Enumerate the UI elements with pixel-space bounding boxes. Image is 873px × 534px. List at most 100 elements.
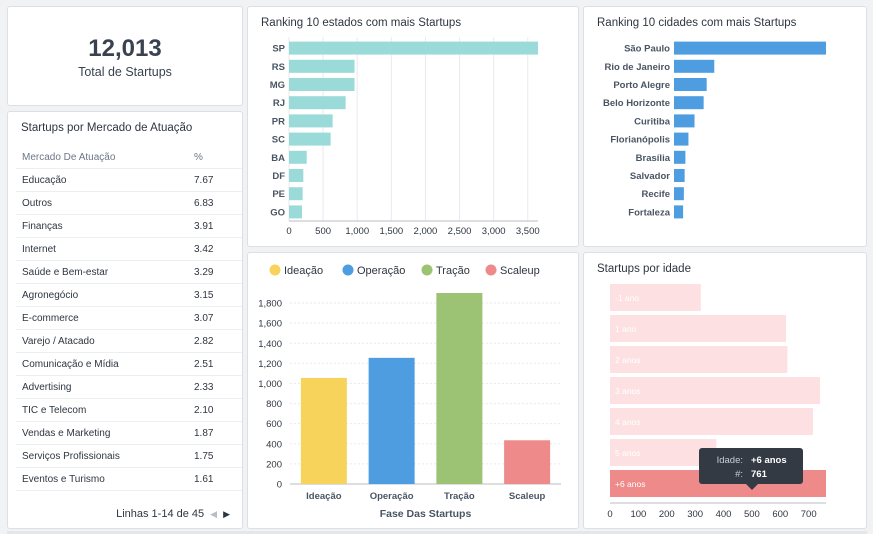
bar[interactable]: [674, 132, 689, 146]
x-tick-label: 200: [659, 509, 675, 520]
table-cell-mercado: Agronegócio: [22, 290, 79, 301]
column-header-pct[interactable]: %: [194, 152, 203, 163]
next-row-edge: [7, 531, 867, 534]
table-row[interactable]: Vendas e Marketing 1.87: [16, 422, 242, 445]
column-header-mercado[interactable]: Mercado De Atuação: [22, 152, 116, 163]
chevron-right-icon[interactable]: ▶: [223, 508, 230, 519]
legend-swatch[interactable]: [421, 264, 433, 276]
table-cell-pct: 1.61: [194, 474, 214, 485]
legend-label: Operação: [357, 265, 405, 277]
table-cell-mercado: Saúde e Bem-estar: [22, 267, 109, 278]
total-startups-value: 12,013: [88, 35, 162, 62]
table-row[interactable]: Outros 6.83: [16, 192, 242, 215]
bar[interactable]: [289, 205, 302, 219]
category-label: Rio de Janeiro: [605, 62, 671, 73]
bar[interactable]: [289, 41, 538, 55]
category-label: Scaleup: [509, 491, 546, 502]
table-row[interactable]: Educação 7.67: [16, 169, 242, 192]
legend-swatch[interactable]: [269, 264, 281, 276]
table-pager: Linhas 1-14 de 45 ◀ ▶: [116, 508, 230, 520]
y-tick-label: 600: [266, 419, 282, 430]
bar[interactable]: [289, 187, 303, 201]
pager-text: Linhas 1-14 de 45: [116, 508, 205, 520]
category-label: 5 anos: [615, 448, 641, 458]
bar[interactable]: [289, 150, 307, 164]
x-tick-label: 1,500: [379, 226, 403, 237]
table-cell-mercado: TIC e Telecom: [22, 405, 87, 416]
y-tick-label: 1,600: [258, 319, 282, 330]
table-cell-mercado: Educação: [22, 175, 67, 186]
table-cell-pct: 2.10: [194, 405, 214, 416]
category-label: Ideação: [306, 491, 342, 502]
table-cell-pct: 3.91: [194, 221, 214, 232]
table-row[interactable]: Internet 3.42: [16, 238, 242, 261]
table-row[interactable]: Comunicação e Mídia 2.51: [16, 353, 242, 376]
table-row[interactable]: Varejo / Atacado 2.82: [16, 330, 242, 353]
tooltip-label: #:: [735, 469, 743, 480]
table-row[interactable]: TIC e Telecom 2.10: [16, 399, 242, 422]
bar[interactable]: [674, 96, 704, 110]
table-row[interactable]: E-commerce 3.07: [16, 307, 242, 330]
table-cell-mercado: Advertising: [22, 382, 72, 393]
table-cell-mercado: Outros: [22, 198, 53, 209]
category-label: 4 anos: [615, 417, 641, 427]
bar[interactable]: [610, 408, 813, 435]
x-tick-label: 400: [716, 509, 732, 520]
bar[interactable]: [610, 346, 788, 373]
table-cell-pct: 3.07: [194, 313, 214, 324]
bar[interactable]: [610, 377, 821, 404]
bar[interactable]: [674, 41, 826, 55]
bar[interactable]: [368, 357, 415, 484]
table-row[interactable]: Advertising 2.33: [16, 376, 242, 399]
table-cell-pct: 2.82: [194, 336, 214, 347]
tooltip-value: +6 anos: [751, 455, 787, 466]
category-label: PE: [272, 189, 285, 200]
table-cell-pct: 7.67: [194, 175, 214, 186]
category-label: Salvador: [630, 171, 670, 182]
bar[interactable]: [610, 315, 786, 342]
x-tick-label: 2,500: [448, 226, 472, 237]
x-tick-label: 600: [772, 509, 788, 520]
category-label: -1 ano: [615, 293, 639, 303]
bar[interactable]: [289, 96, 346, 110]
table-cell-mercado: Varejo / Atacado: [22, 336, 95, 347]
bar[interactable]: [674, 187, 684, 201]
category-label: RS: [272, 62, 285, 73]
y-tick-label: 0: [277, 480, 282, 491]
bar[interactable]: [674, 205, 684, 219]
bar[interactable]: [436, 293, 483, 484]
table-cell-mercado: Vendas e Marketing: [22, 428, 111, 439]
bar[interactable]: [674, 78, 707, 91]
bar[interactable]: [674, 169, 685, 182]
bar[interactable]: [289, 114, 333, 128]
table-cell-pct: 3.42: [194, 244, 214, 255]
table-cell-pct: 2.51: [194, 359, 214, 370]
bar[interactable]: [610, 439, 717, 466]
bar[interactable]: [289, 78, 355, 91]
table-row[interactable]: Agronegócio 3.15: [16, 284, 242, 307]
bar[interactable]: [610, 284, 701, 311]
cidades-bar-chart: São Paulo Rio de Janeiro Porto Alegre Belo …: [603, 41, 826, 219]
category-label: Belo Horizonte: [603, 98, 670, 109]
chevron-left-icon[interactable]: ◀: [210, 508, 218, 519]
bar[interactable]: [289, 169, 304, 182]
bar[interactable]: [674, 114, 695, 128]
table-row[interactable]: Finanças 3.91: [16, 215, 242, 238]
table-cell-pct: 1.75: [194, 451, 214, 462]
table-cell-pct: 3.29: [194, 267, 214, 278]
table-row[interactable]: Saúde e Bem-estar 3.29: [16, 261, 242, 284]
category-label: Fortaleza: [628, 207, 670, 218]
legend-swatch[interactable]: [485, 264, 497, 276]
tooltip: [699, 448, 803, 484]
category-label: Curitiba: [634, 116, 671, 127]
bar[interactable]: [674, 150, 686, 164]
bar[interactable]: [289, 132, 331, 146]
table-row[interactable]: Eventos e Turismo 1.61: [16, 468, 242, 491]
legend-swatch[interactable]: [342, 264, 354, 276]
bar[interactable]: [674, 59, 715, 73]
bar[interactable]: [300, 377, 347, 484]
mercado-atuacao-title: Startups por Mercado de Atuação: [21, 122, 193, 134]
bar[interactable]: [504, 440, 551, 484]
table-row[interactable]: Serviços Profissionais 1.75: [16, 445, 242, 468]
bar[interactable]: [289, 59, 355, 73]
